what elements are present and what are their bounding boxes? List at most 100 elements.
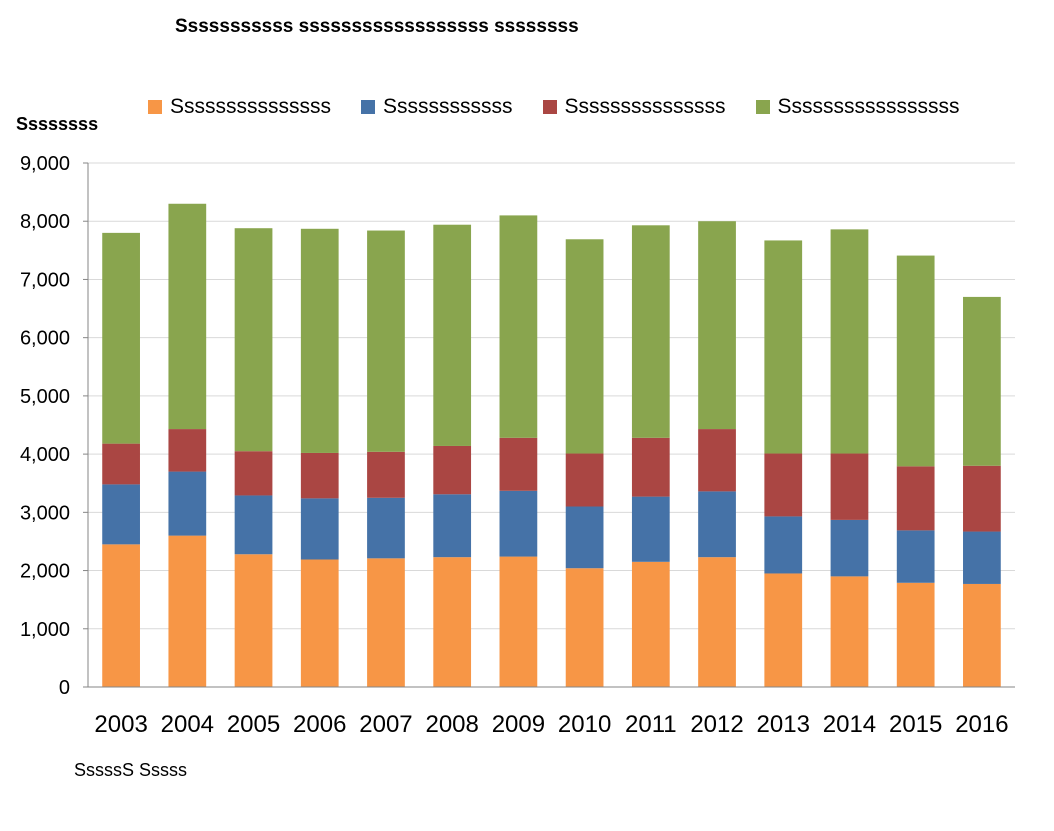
legend-swatch [361, 100, 376, 114]
bar-segment [565, 239, 604, 454]
bar-segment [830, 453, 869, 520]
y-tick-label: 4,000 [20, 444, 70, 466]
bar-segment [830, 229, 869, 454]
bar-segment [896, 582, 935, 687]
bar-segment [499, 215, 538, 438]
bar-segment [234, 228, 273, 452]
y-tick-label: 2,000 [20, 561, 70, 583]
gridlines [88, 162, 1015, 630]
bar-segment [433, 445, 472, 495]
x-tick-label: 2013 [757, 711, 810, 738]
x-tick-label: 2008 [425, 711, 478, 738]
bar-segment [234, 495, 273, 555]
bar-segment [764, 453, 803, 517]
bar-segment [698, 221, 736, 430]
bar-segment [300, 498, 339, 560]
bar-segment [631, 561, 670, 687]
legend-label: Sssssssssssssss [564, 95, 726, 118]
x-tick-label: 2009 [492, 711, 545, 738]
bar-segment [565, 506, 604, 569]
bar-segment [565, 453, 604, 507]
bar-segment [764, 573, 803, 687]
y-tick-label: 3,000 [20, 502, 70, 524]
legend: Sssssssssssssss Ssssssssssss Sssssssssssss… [148, 93, 990, 121]
bar-segment [499, 556, 538, 687]
legend-item: Sssssssssssssssss [755, 95, 960, 119]
x-tick-label: 2006 [293, 711, 346, 738]
x-tick-label: 2015 [889, 711, 942, 738]
bar-segment [764, 240, 803, 454]
bar-segment [698, 491, 736, 558]
bar-segment [367, 558, 405, 687]
bar-segment [830, 519, 869, 577]
bar-segment [963, 583, 1001, 687]
x-tick-label: 2004 [161, 711, 214, 738]
x-tick-label: 2011 [625, 711, 677, 738]
y-axis-title: Ssssssss [16, 114, 99, 134]
bar-segment [168, 471, 207, 536]
bar-segment [300, 228, 339, 453]
bar-segment [367, 230, 405, 452]
x-tick-label: 2016 [955, 711, 1008, 738]
bar-segment [433, 494, 472, 558]
bar-segment [499, 490, 538, 557]
legend-label: Sssssssssssssss [170, 95, 332, 118]
x-tick-label: 2007 [359, 711, 412, 738]
bar-segment [565, 568, 604, 687]
bar-segment [698, 429, 736, 492]
legend-label: Ssssssssssss [383, 95, 513, 118]
x-tick-label: 2005 [227, 711, 280, 738]
bar-segment [764, 516, 803, 574]
source-note: SssssS Sssss [74, 760, 188, 780]
y-tick-label: 1,000 [20, 619, 70, 641]
axes: 0 1,000 2,000 3,000 4,000 5,000 6,000 7,000 8,00… [20, 153, 1015, 738]
bar-segment [830, 576, 869, 687]
bar-segment [963, 465, 1001, 532]
legend-item: Sssssssssssssss [542, 95, 726, 119]
y-tick-label: 8,000 [20, 211, 70, 233]
bar-segment [631, 496, 670, 562]
x-tick-label: 2014 [823, 711, 876, 738]
bar-segment [102, 544, 140, 687]
bar-segment [896, 466, 935, 531]
bar-segment [234, 451, 273, 496]
bar-segment [102, 443, 140, 485]
bar-segment [168, 203, 207, 430]
chart-title: Sssssssssss ssssssssssssssssss ssssssss [175, 16, 579, 37]
bar-segment [433, 557, 472, 687]
bar-segment [499, 437, 538, 491]
legend-item: Ssssssssssss [361, 95, 513, 119]
x-tick-label: 2012 [690, 711, 743, 738]
bar-segment [433, 224, 472, 446]
bar-segment [963, 531, 1001, 584]
legend-swatch [148, 100, 162, 114]
x-tick-label: 2010 [558, 711, 611, 738]
bar-segment [300, 559, 339, 687]
y-tick-label: 9,000 [20, 153, 70, 175]
bar-segment [102, 232, 140, 444]
legend-item: Sssssssssssssss [148, 95, 331, 119]
bar-segment [698, 557, 736, 687]
bar-segment [367, 497, 405, 559]
y-tick-label: 6,000 [20, 328, 70, 350]
bar-segment [896, 530, 935, 583]
y-tick-label: 5,000 [20, 386, 70, 408]
legend-swatch [542, 100, 557, 114]
bar-segment [631, 437, 670, 497]
y-tick-label: 0 [59, 677, 70, 699]
bar-segment [102, 484, 140, 545]
bar-segment [168, 535, 207, 687]
y-tick-label: 7,000 [20, 269, 70, 291]
bar-segment [168, 429, 207, 472]
legend-swatch [755, 100, 770, 114]
bar-segment [367, 451, 405, 498]
x-tick-label: 2003 [94, 711, 147, 738]
bar-segment [300, 452, 339, 499]
bar-segment [631, 225, 670, 438]
bar-segment [234, 554, 273, 687]
bars [102, 203, 1001, 687]
bar-segment [963, 296, 1001, 466]
bar-segment [896, 255, 935, 467]
legend-label: Sssssssssssssssss [777, 95, 960, 118]
